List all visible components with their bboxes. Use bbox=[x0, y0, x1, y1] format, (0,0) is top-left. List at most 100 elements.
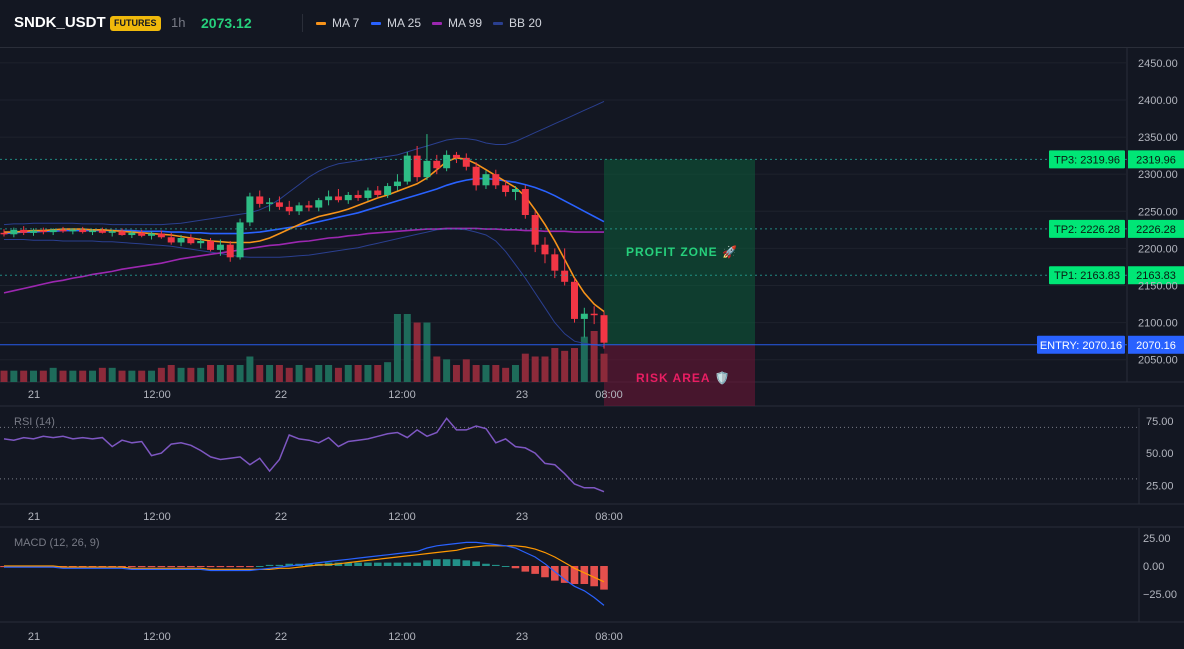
macd-panel[interactable]: MACD (12, 26, 9) −25.00 0.00 25.00 bbox=[0, 533, 1177, 606]
candle-body bbox=[354, 194, 362, 198]
macd-histogram-bar bbox=[590, 566, 598, 587]
time-tick-label: 23 bbox=[516, 511, 528, 523]
time-tick-label: 12:00 bbox=[143, 631, 171, 643]
volume-bar bbox=[384, 362, 392, 382]
price-tick-label: 2150.00 bbox=[1138, 281, 1178, 293]
volume-bar bbox=[108, 367, 116, 382]
price-axis[interactable]: 2050.00 2100.00 2150.00 2200.00 2250.00 2300.… bbox=[1138, 58, 1178, 367]
candle-body bbox=[216, 244, 224, 250]
candle-body bbox=[531, 215, 539, 245]
macd-histogram-bar bbox=[246, 566, 254, 568]
volume-bar bbox=[315, 365, 323, 382]
volume-bar bbox=[157, 367, 165, 382]
candle-body bbox=[266, 202, 274, 204]
volume-bar bbox=[580, 336, 588, 382]
volume-bar bbox=[148, 370, 156, 382]
volume-bar bbox=[462, 359, 470, 382]
volume-bar bbox=[531, 356, 539, 382]
legend-bb20[interactable]: BB 20 bbox=[493, 14, 542, 32]
trade-levels: TP3: 2319.96 2319.96 TP2: 2226.28 2226.28 TP… bbox=[0, 150, 1184, 354]
ma7-swatch bbox=[316, 22, 326, 26]
candle-body bbox=[334, 196, 342, 201]
candle-body bbox=[69, 229, 77, 232]
volume-bar bbox=[295, 365, 303, 382]
volume-bar bbox=[482, 365, 490, 382]
zone-labels: PROFIT ZONE 🚀 RISK AREA 🛡️ bbox=[626, 245, 737, 385]
candle-body bbox=[226, 244, 234, 258]
candle-body bbox=[167, 237, 175, 243]
volume-bar bbox=[216, 365, 224, 382]
volume-bar bbox=[423, 322, 431, 382]
candle-body bbox=[118, 231, 126, 236]
volume-bar bbox=[207, 365, 215, 382]
macd-histogram-bar bbox=[147, 566, 156, 568]
volume-bar bbox=[413, 322, 421, 382]
time-tick-label: 12:00 bbox=[143, 511, 171, 523]
level-axis-tag-entry bbox=[1128, 335, 1184, 354]
macd-title: MACD (12, 26, 9) bbox=[14, 537, 100, 549]
volume-bar bbox=[49, 367, 57, 382]
symbol-name[interactable]: SNDK_USDT bbox=[14, 14, 106, 31]
legend-ma25-label: MA 25 bbox=[387, 16, 422, 30]
legend-ma25[interactable]: MA 25 bbox=[371, 14, 421, 32]
price-grid bbox=[0, 62, 1127, 361]
macd-histogram-bar bbox=[364, 562, 372, 566]
macd-histogram-bar bbox=[236, 566, 244, 568]
volume-bar bbox=[305, 367, 313, 382]
volume-bar bbox=[197, 367, 205, 382]
candle-body bbox=[374, 190, 382, 195]
macd-histogram-bar bbox=[157, 566, 166, 568]
volume-bar bbox=[0, 370, 8, 382]
volume-bar bbox=[551, 348, 559, 382]
level-axis-text: 2070.16 bbox=[1136, 340, 1176, 352]
candle-body bbox=[59, 229, 67, 232]
macd-histogram-bar bbox=[167, 566, 176, 568]
legend-ma99[interactable]: MA 99 bbox=[432, 14, 482, 32]
volume-bar bbox=[502, 367, 510, 382]
bollinger-bands bbox=[3, 100, 605, 347]
legend-ma7-label: MA 7 bbox=[332, 16, 360, 30]
volume-bar bbox=[59, 370, 67, 382]
level-tag-tp1 bbox=[1049, 266, 1125, 285]
candle-body bbox=[561, 270, 569, 282]
chart-frame bbox=[0, 48, 1184, 623]
macd-histogram-bar bbox=[413, 562, 421, 566]
candle-body bbox=[89, 230, 97, 233]
candle-body bbox=[295, 205, 303, 212]
macd-histogram-bar bbox=[501, 566, 510, 567]
candle-body bbox=[79, 229, 87, 233]
volume-bar bbox=[561, 350, 569, 382]
time-tick-label: 08:00 bbox=[595, 631, 623, 643]
time-tick-label: 23 bbox=[516, 389, 528, 401]
macd-histogram-bar bbox=[521, 566, 530, 572]
candlesticks[interactable] bbox=[0, 134, 608, 349]
macd-histogram-bar bbox=[462, 560, 471, 566]
risk-area-label: RISK AREA 🛡️ bbox=[636, 371, 730, 385]
interval-selector[interactable]: 1h bbox=[171, 15, 186, 30]
legend-ma7[interactable]: MA 7 bbox=[316, 14, 359, 32]
rsi-line bbox=[3, 417, 605, 493]
level-axis-tag-tp3 bbox=[1128, 150, 1184, 169]
candle-body bbox=[0, 232, 8, 235]
candle-body bbox=[275, 202, 283, 207]
candle-body bbox=[108, 231, 116, 233]
candle-body bbox=[393, 181, 401, 187]
ma25-swatch bbox=[371, 22, 381, 26]
macd-histogram-bar bbox=[560, 566, 569, 583]
candle-body bbox=[49, 229, 57, 233]
chart-header: SNDK_USDT FUTURES 1h 2073.12 MA 7 MA 25 … bbox=[0, 0, 1184, 48]
volume-bar bbox=[30, 370, 38, 382]
legend-ma99-label: MA 99 bbox=[448, 16, 483, 30]
volume-bar bbox=[187, 367, 195, 382]
macd-histogram-bar bbox=[383, 562, 392, 566]
macd-histogram-bar bbox=[482, 563, 490, 566]
price-tick-label: 2100.00 bbox=[1138, 318, 1178, 330]
ma99-line bbox=[3, 227, 604, 294]
rsi-panel[interactable]: RSI (14) 25.00 50.00 75.00 bbox=[0, 416, 1174, 493]
futures-badge: FUTURES bbox=[110, 16, 161, 31]
volume-bar bbox=[354, 365, 362, 382]
candle-body bbox=[443, 154, 451, 169]
volume-bar bbox=[344, 365, 352, 382]
volume-bar bbox=[118, 370, 126, 382]
